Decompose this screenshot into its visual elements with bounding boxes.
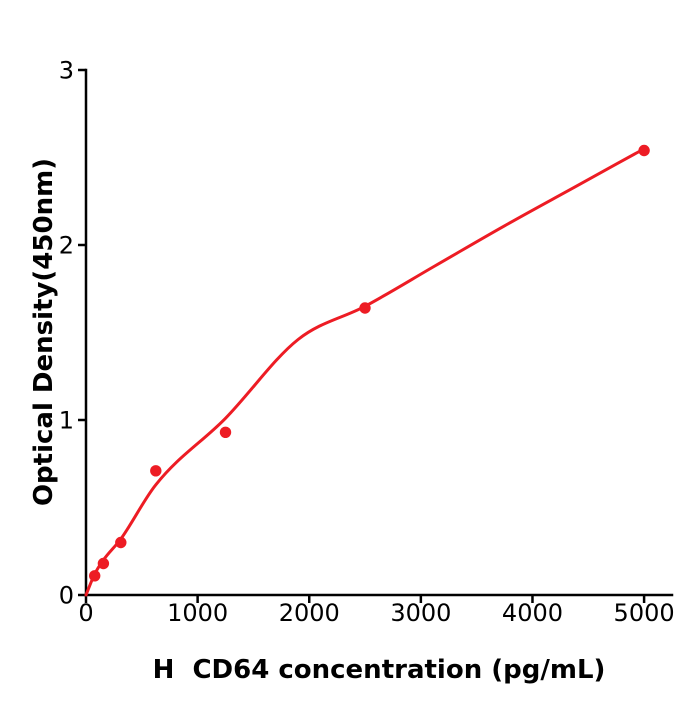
data-point-marker [150, 465, 162, 477]
data-point-marker [219, 426, 232, 438]
y-tick-label: 0 [59, 582, 74, 610]
axis-spines [84, 68, 674, 597]
x-tick-label: 3000 [390, 599, 451, 627]
data-point-marker [638, 144, 650, 157]
data-point-marker [97, 557, 110, 570]
x-tick-label: 2000 [279, 599, 340, 627]
x-tick-label: 4000 [502, 599, 563, 627]
fit-curve [84, 147, 646, 597]
x-tick-label: 1000 [167, 599, 228, 627]
axes: 0 1000 2000 3000 4000 5000 0 1 2 3 [59, 57, 675, 628]
x-axis-title: H CD64 concentration (pg/mL) [153, 655, 606, 685]
fit-curve-line [84, 147, 646, 597]
data-point-marker [359, 302, 371, 314]
y-tick-label: 1 [59, 407, 74, 435]
y-axis-title: Optical Density(450nm) [29, 158, 59, 506]
data-points [89, 144, 650, 582]
x-tick-label: 0 [78, 599, 93, 627]
y-tick-label: 2 [59, 232, 74, 260]
x-tick-label: 5000 [614, 599, 675, 627]
y-tick-label: 3 [59, 57, 74, 85]
data-point-marker [115, 536, 127, 549]
data-point-marker [89, 570, 101, 582]
